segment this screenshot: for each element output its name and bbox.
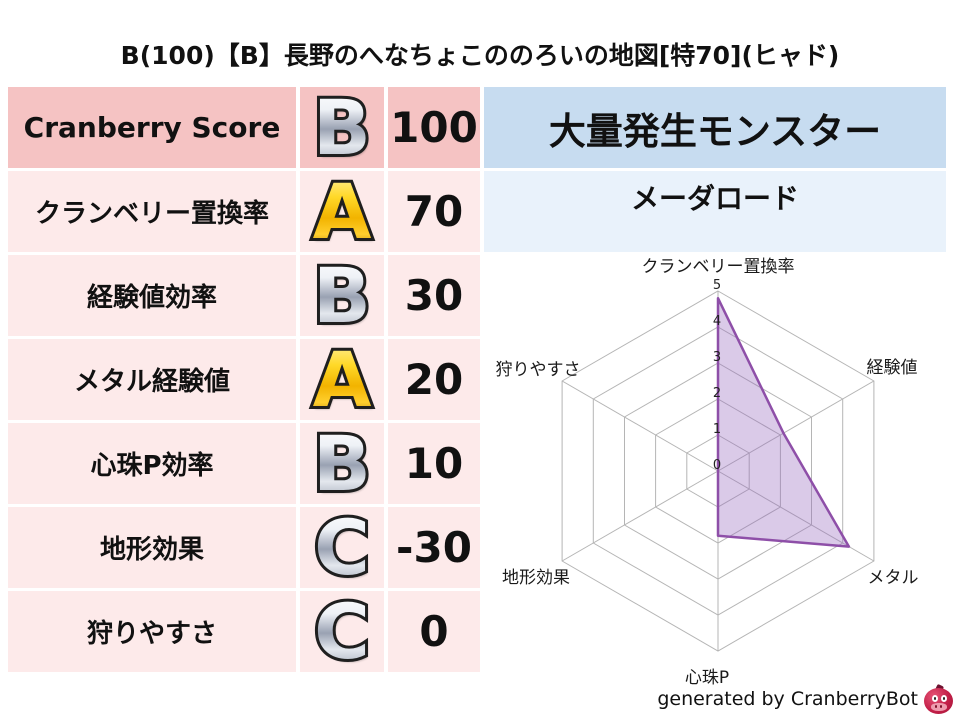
- grade-letter: B: [313, 83, 371, 172]
- grade-badge: BB: [300, 419, 384, 508]
- grade-letter-outline: A: [310, 168, 375, 255]
- monster-panel-header: 大量発生モンスター: [484, 87, 946, 168]
- grade-badge: AA: [300, 335, 384, 424]
- grade-letter-outline: A: [310, 336, 375, 423]
- grade-letter: A: [312, 167, 372, 256]
- score-table: Cranberry ScoreBB100クランベリー置換率AA70経験値効率BB…: [8, 83, 480, 676]
- grade-badge: BB: [300, 83, 384, 172]
- footer-credit: generated by CranberryBot: [657, 688, 918, 710]
- radar-chart: 0 1 2 3 4 5 クランベリー置換率経験値メタル心珠P 地形効果 狩りやすさ: [480, 252, 960, 698]
- stat-value: 20: [388, 339, 480, 420]
- table-row: 狩りやすさCC0: [8, 587, 480, 676]
- grade-letter-outline: B: [310, 420, 374, 507]
- radar-axis-label: クランベリー置換率: [642, 257, 795, 277]
- stat-label: 狩りやすさ: [8, 591, 296, 672]
- radar-axis-label: 狩りやすさ: [496, 360, 581, 380]
- stat-value: 70: [388, 171, 480, 252]
- radar-tick-label: 0: [713, 458, 721, 473]
- grade-letter-outline: C: [311, 504, 373, 591]
- radar-spoke: [561, 470, 719, 562]
- table-row: Cranberry ScoreBB100: [8, 83, 480, 172]
- grade-letter-outline: B: [310, 252, 374, 339]
- grade-badge: AA: [300, 167, 384, 256]
- stat-value: 100: [388, 87, 480, 168]
- stat-label: 地形効果: [8, 507, 296, 588]
- radar-tick-label: 3: [713, 350, 721, 365]
- stat-value: 30: [388, 255, 480, 336]
- stat-label: Cranberry Score: [8, 87, 296, 168]
- grade-letter: B: [313, 419, 371, 508]
- stat-label: 心珠P効率: [8, 423, 296, 504]
- stat-label: クランベリー置換率: [8, 171, 296, 252]
- table-row: 心珠P効率BB10: [8, 419, 480, 508]
- stat-label: 経験値効率: [8, 255, 296, 336]
- radar-data-polygon: [716, 296, 851, 548]
- radar-tick-label: 4: [713, 314, 721, 329]
- radar-axis-label: 心珠P: [685, 668, 729, 688]
- grade-badge: CC: [300, 587, 384, 676]
- table-row: 地形効果CC-30: [8, 503, 480, 592]
- radar-axis-label: 経験値: [867, 358, 918, 378]
- radar-axis-label: 地形効果: [502, 568, 570, 588]
- cranberry-mascot-icon: [923, 683, 954, 714]
- grade-letter: A: [312, 335, 372, 424]
- monster-name: メーダロード: [484, 171, 946, 252]
- grade-badge: CC: [300, 503, 384, 592]
- grade-badge: BB: [300, 251, 384, 340]
- radar-spoke: [717, 380, 875, 472]
- stat-label: メタル経験値: [8, 339, 296, 420]
- stat-value: 0: [388, 591, 480, 672]
- stat-value: -30: [388, 507, 480, 588]
- radar-tick-label: 2: [713, 386, 721, 401]
- table-row: クランベリー置換率AA70: [8, 167, 480, 256]
- grade-letter-outline: C: [311, 588, 373, 675]
- radar-tick-label: 1: [713, 422, 721, 437]
- radar-axis-label: メタル: [868, 568, 919, 588]
- grade-letter-outline: B: [310, 84, 374, 171]
- stat-value: 10: [388, 423, 480, 504]
- grade-letter: B: [313, 251, 371, 340]
- table-row: 経験値効率BB30: [8, 251, 480, 340]
- page-title: B(100)【B】長野のへなちょこののろいの地図[特70](ヒャド): [120, 41, 840, 70]
- footer: generated by CranberryBot: [657, 683, 954, 714]
- table-row: メタル経験値AA20: [8, 335, 480, 424]
- grade-letter: C: [314, 503, 370, 592]
- grade-letter: C: [314, 587, 370, 676]
- radar-spoke: [561, 380, 719, 472]
- radar-tick-label: 5: [713, 278, 721, 293]
